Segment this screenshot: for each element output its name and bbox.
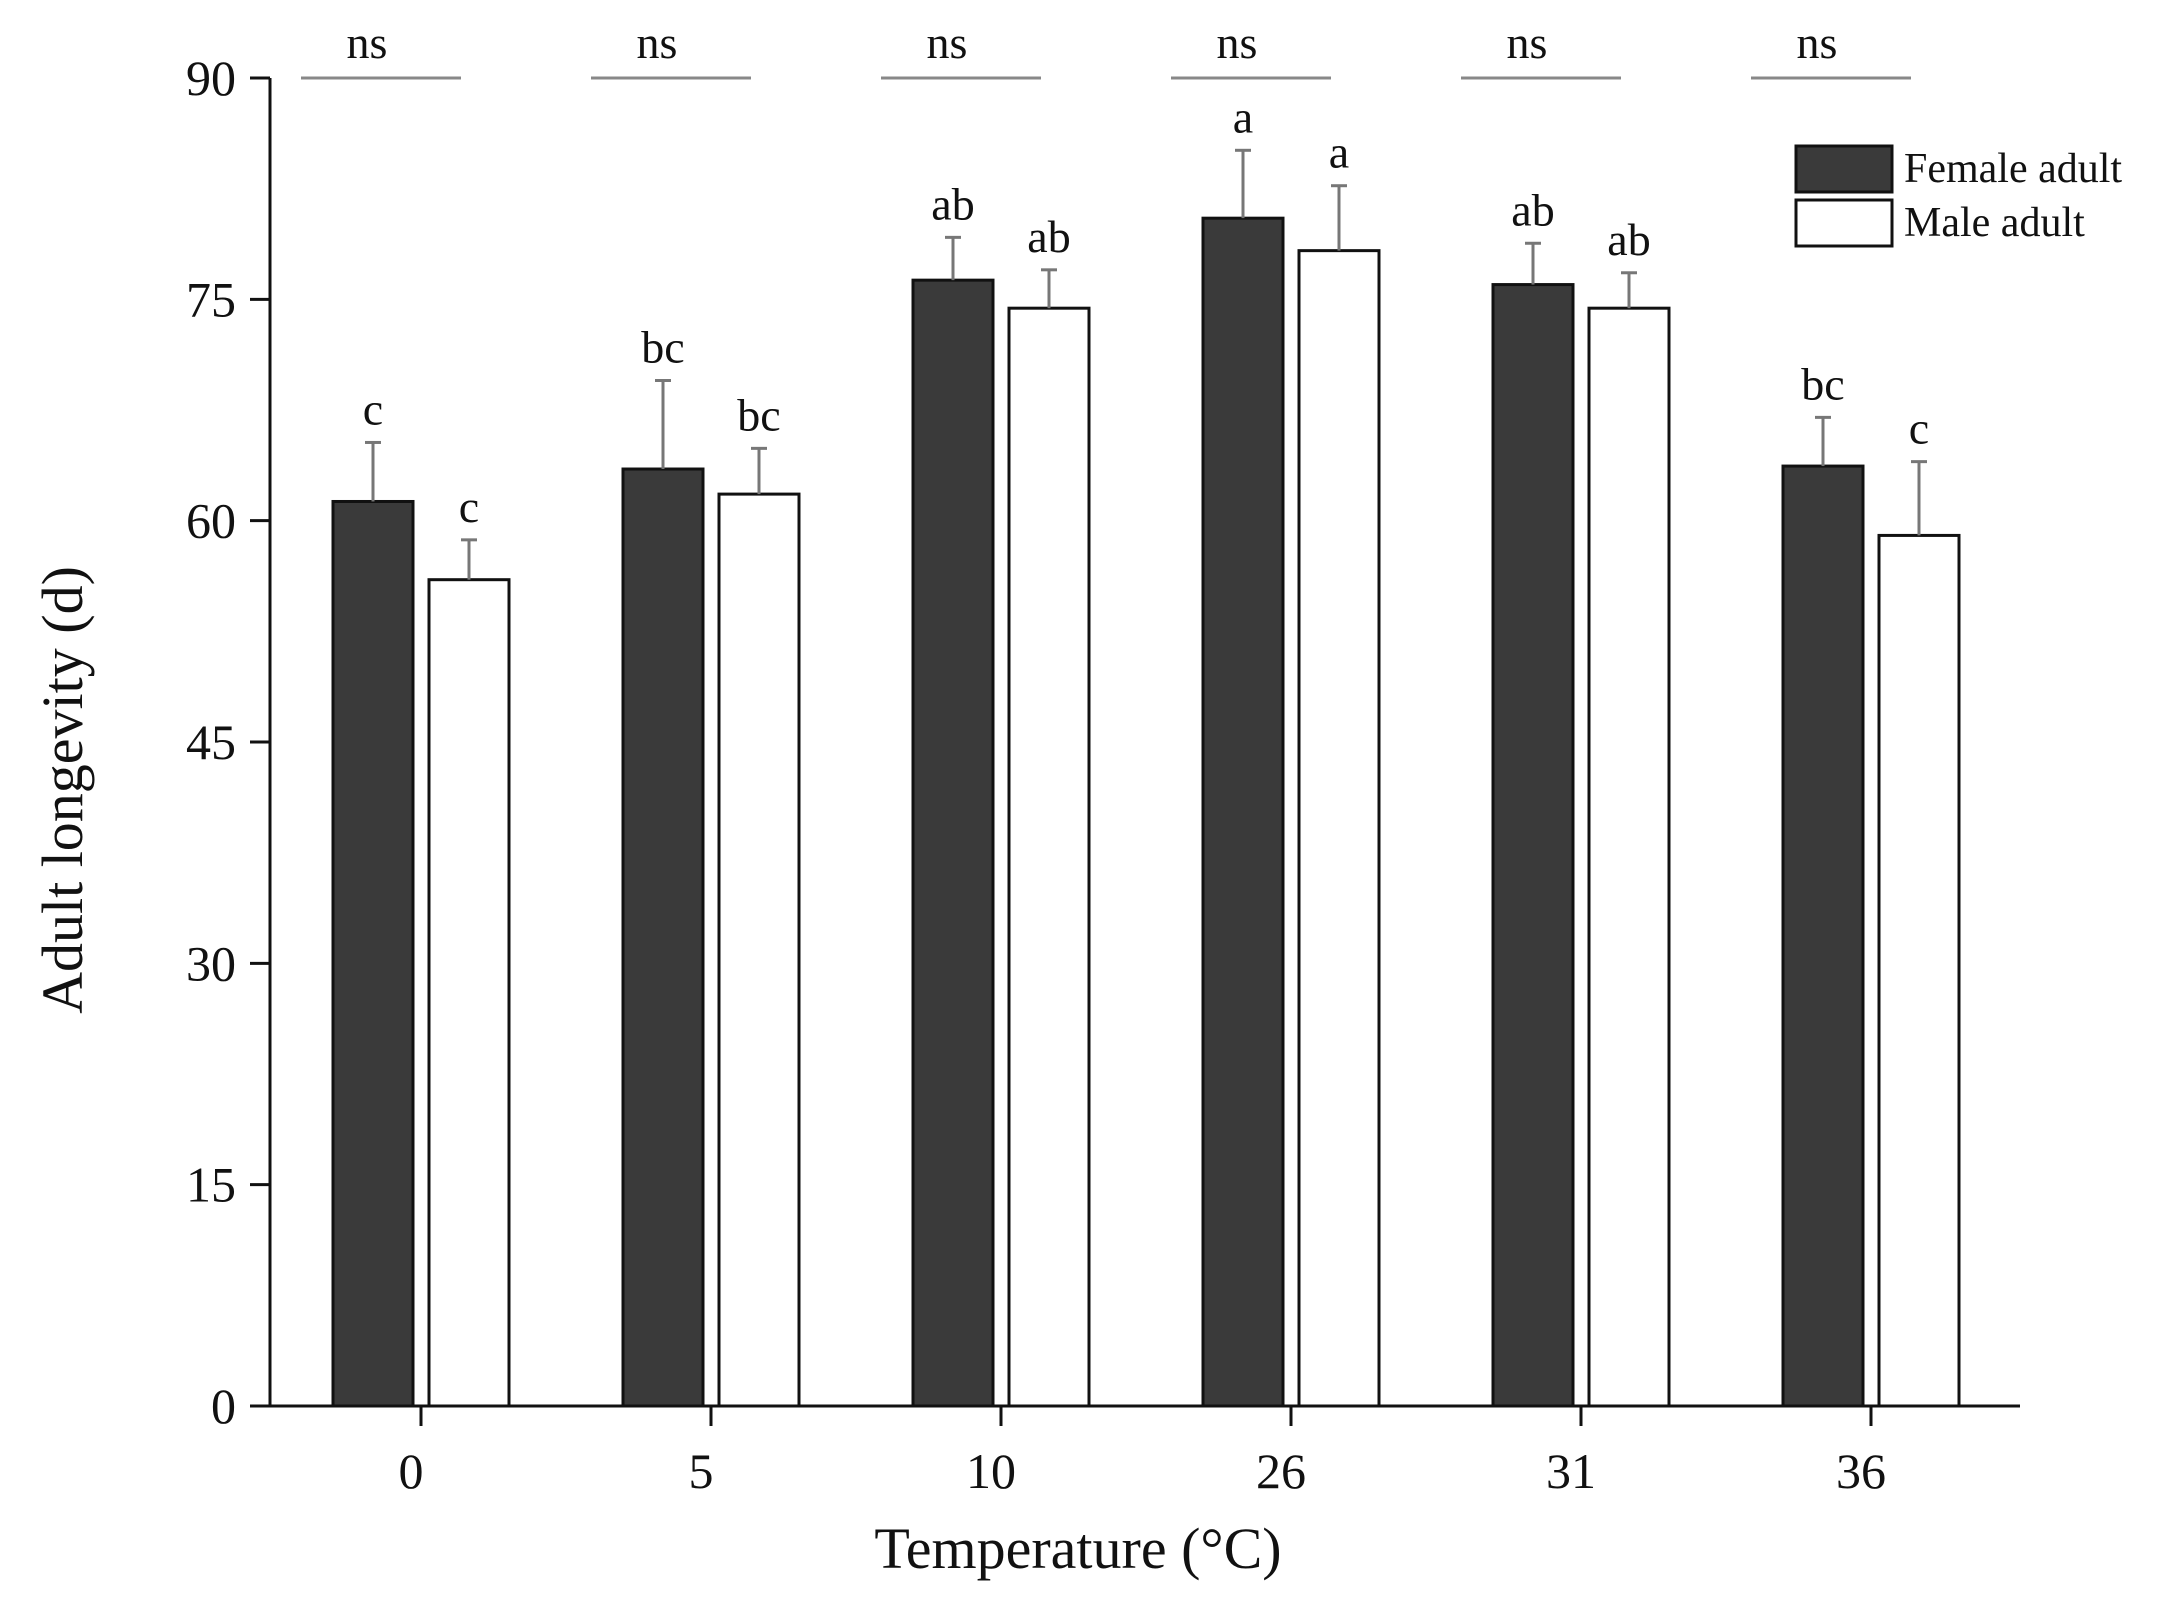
bar-female-5 (621, 467, 705, 1408)
x-tick-label-5: 5 (689, 1443, 714, 1499)
ns-label-36: ns (1797, 17, 1838, 68)
sig-letter-female-10: ab (931, 178, 974, 229)
x-tick-label-10: 10 (966, 1443, 1016, 1499)
sig-letter-male-31: ab (1607, 214, 1650, 265)
sig-letter-female-0: c (363, 383, 383, 434)
y-axis-title: Adult longevity (d) (30, 566, 95, 1014)
bar-female-10 (911, 278, 995, 1408)
sig-letter-male-0: c (459, 481, 479, 532)
sig-letter-male-36: c (1909, 403, 1929, 454)
sig-letter-male-10: ab (1027, 211, 1070, 262)
x-tick-label-36: 36 (1836, 1443, 1886, 1499)
bar-male-5 (717, 492, 801, 1408)
x-axis-title: Temperature (°C) (874, 1516, 1281, 1581)
x-tick-label-31: 31 (1546, 1443, 1596, 1499)
legend-swatch-male (1794, 198, 1894, 248)
bar-female-36 (1781, 464, 1865, 1408)
axes: 0 15 30 45 60 75 90 0 5 10 26 31 36 (186, 50, 2020, 1499)
x-tick-label-0: 0 (399, 1443, 424, 1499)
bar-male-10 (1007, 306, 1091, 1408)
ns-annotations: ns ns ns ns ns ns (301, 17, 1911, 80)
bar-female-31 (1491, 283, 1575, 1408)
sig-letter-male-26: a (1329, 127, 1349, 178)
ns-label-0: ns (347, 17, 388, 68)
legend: Female adult Male adult (1794, 144, 2122, 248)
y-tick-label-15: 15 (186, 1157, 236, 1213)
error-bars (365, 148, 1927, 580)
legend-label-female: Female adult (1904, 146, 2122, 192)
bars (331, 216, 1961, 1408)
sig-letter-female-36: bc (1801, 358, 1844, 409)
y-tick-label-75: 75 (186, 271, 236, 327)
bar-male-0 (427, 578, 511, 1408)
ns-label-5: ns (637, 17, 678, 68)
legend-label-male: Male adult (1904, 200, 2085, 246)
x-tick-label-26: 26 (1256, 1443, 1306, 1499)
ns-label-31: ns (1507, 17, 1548, 68)
bar-female-26 (1201, 216, 1285, 1408)
bar-male-26 (1297, 249, 1381, 1408)
legend-swatch-female (1794, 144, 1894, 194)
ns-label-10: ns (927, 17, 968, 68)
bar-male-36 (1877, 533, 1961, 1408)
sig-letter-male-5: bc (737, 389, 780, 440)
sig-letter-female-5: bc (641, 321, 684, 372)
y-tick-label-90: 90 (186, 50, 236, 106)
y-tick-label-30: 30 (186, 935, 236, 991)
y-tick-label-45: 45 (186, 714, 236, 770)
ns-label-26: ns (1217, 17, 1258, 68)
bar-female-0 (331, 499, 415, 1408)
y-tick-label-60: 60 (186, 493, 236, 549)
significance-letters: c c bc bc ab ab a a ab ab bc c (363, 91, 1929, 532)
sig-letter-female-31: ab (1511, 184, 1554, 235)
sig-letter-female-26: a (1233, 91, 1253, 142)
y-tick-label-0: 0 (211, 1378, 236, 1434)
bar-male-31 (1587, 306, 1671, 1408)
